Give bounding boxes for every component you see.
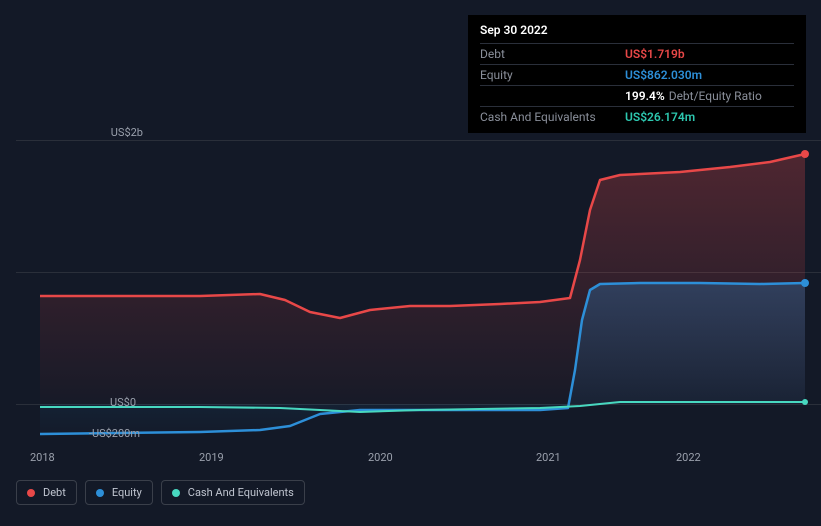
legend-item-debt[interactable]: Debt: [16, 480, 77, 505]
tooltip-label: [480, 89, 625, 103]
tooltip-label: Equity: [480, 68, 625, 82]
legend-dot-icon: [96, 489, 104, 497]
legend-item-cash[interactable]: Cash And Equivalents: [161, 480, 305, 505]
tooltip-row-debt: Debt US$1.719b: [480, 43, 794, 64]
legend-dot-icon: [27, 489, 35, 497]
legend-label: Cash And Equivalents: [188, 486, 294, 499]
tooltip-label: Cash And Equivalents: [480, 110, 625, 124]
tooltip-date: Sep 30 2022: [480, 23, 794, 43]
x-axis-label: 2019: [199, 451, 224, 464]
tooltip-value: US$26.174m: [625, 110, 695, 124]
tooltip-ratio: 199.4%Debt/Equity Ratio: [625, 89, 762, 103]
legend-dot-icon: [172, 489, 180, 497]
x-axis-label: 2018: [30, 451, 55, 464]
tooltip-row-ratio: 199.4%Debt/Equity Ratio: [480, 85, 794, 106]
y-axis-label: -US$200m: [80, 427, 140, 440]
x-axis-label: 2021: [536, 451, 561, 464]
tooltip-label: Debt: [480, 47, 625, 61]
y-axis-label: US$2b: [83, 126, 143, 139]
tooltip-row-cash: Cash And Equivalents US$26.174m: [480, 106, 794, 127]
chart-legend: Debt Equity Cash And Equivalents: [16, 480, 305, 505]
x-axis-label: 2020: [368, 451, 393, 464]
tooltip-value: US$862.030m: [625, 68, 702, 82]
tooltip-row-equity: Equity US$862.030m: [480, 64, 794, 85]
chart-tooltip: Sep 30 2022 Debt US$1.719b Equity US$862…: [468, 15, 806, 133]
x-axis-label: 2022: [676, 451, 701, 464]
legend-label: Equity: [112, 486, 142, 499]
y-axis-label: US$0: [76, 396, 136, 409]
chart-container: US$2b US$0 -US$200m 2018 2019 2020 2021 2022…: [0, 0, 821, 526]
tooltip-value: US$1.719b: [625, 47, 685, 61]
legend-label: Debt: [43, 486, 66, 499]
legend-item-equity[interactable]: Equity: [85, 480, 153, 505]
